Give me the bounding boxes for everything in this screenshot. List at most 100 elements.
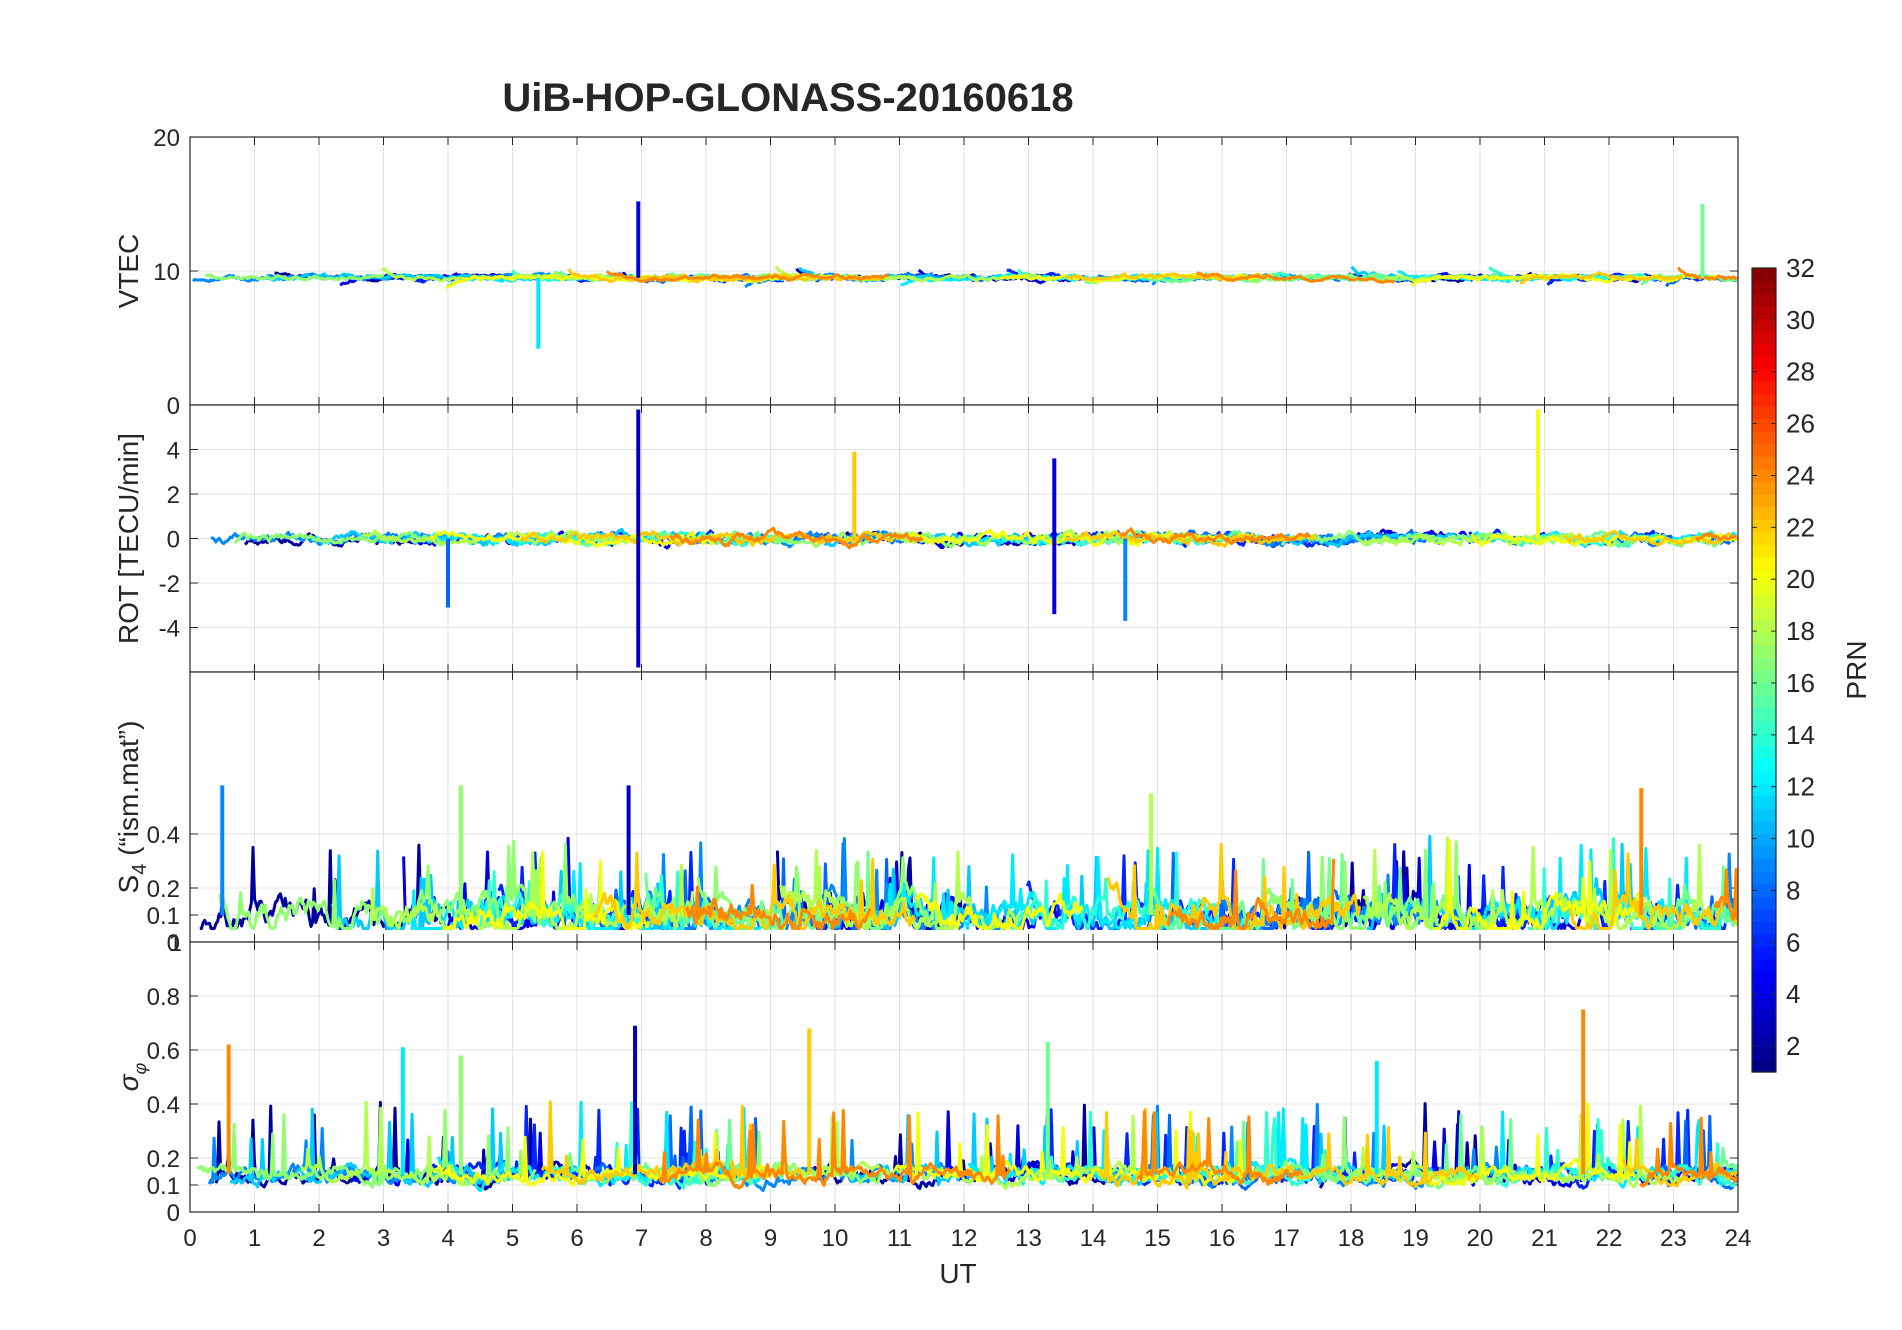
colorbar-segment [1752,908,1776,922]
colorbar-segment [1752,343,1776,357]
x-tick-label: 0 [183,1225,196,1252]
colorbar-frame [1751,267,1777,1073]
series-group [191,201,1738,349]
colorbar-tick-label: 10 [1786,824,1815,854]
series-group [199,785,1738,930]
series-line-prn-18 [300,1100,465,1187]
colorbar-segment [1752,707,1776,721]
colorbar-segment [1752,871,1776,885]
series-line-prn-20 [1428,1102,1636,1188]
colorbar-segment [1752,783,1776,797]
x-tick-label: 20 [1467,1225,1494,1252]
y-tick-label: 0.1 [147,903,180,930]
colorbar-segment [1752,431,1776,445]
colorbar-segment [1752,883,1776,897]
colorbar-segment [1752,607,1776,621]
series-line-prn-24 [1196,271,1395,284]
colorbar-segment [1752,443,1776,458]
colorbar-segment [1752,569,1776,583]
colorbar-segment [1752,745,1776,759]
x-tick-label: 8 [699,1225,712,1252]
series-line-prn-22 [1563,529,1738,547]
series-group [210,409,1738,668]
y-tick-label: 0 [167,393,180,420]
colorbar-segment [1752,1046,1776,1061]
colorbar-segment [1752,582,1776,596]
y-tick-label: 0.1 [147,1173,180,1200]
series-line-prn-18 [369,851,695,930]
x-tick-label: 7 [635,1225,648,1252]
series-line-prn-17 [204,273,385,282]
colorbar-tick-label: 26 [1786,409,1815,439]
colorbar-segment [1752,268,1776,282]
figure-title: UiB-HOP-GLONASS-20160618 [502,76,1073,120]
colorbar-tick-label: 14 [1786,720,1815,750]
series-line-prn-22 [1519,271,1683,285]
series-line-prn-18 [779,849,1020,930]
x-tick-label: 1 [248,1225,261,1252]
colorbar-segment [1752,280,1776,294]
colorbar-segment [1752,330,1776,344]
colorbar-segment [1752,456,1776,470]
y-tick-label: 0 [167,1200,180,1227]
colorbar-tick-label: 30 [1786,305,1815,335]
colorbar-segment [1752,293,1776,307]
y-tick-label: 0.4 [147,1092,180,1119]
colorbar-segment [1752,1009,1776,1023]
y-tick-label: 2 [167,482,180,509]
series-line-prn-11 [229,1107,515,1189]
colorbar-tick-label: 6 [1786,927,1800,957]
colorbar-segment [1752,355,1776,370]
x-tick-label: 24 [1725,1225,1752,1252]
colorbar-segment [1752,506,1776,520]
y-tick-label: 10 [153,259,180,286]
series-line-prn-22 [1621,1137,1738,1188]
x-tick-label: 21 [1531,1225,1558,1252]
colorbar-segment [1752,933,1776,947]
y-tick-label: 0 [167,930,180,957]
colorbar-tick-label: 24 [1786,460,1815,490]
series-line-prn-22 [1064,531,1318,548]
colorbar-segment [1752,481,1776,495]
series-line-prn-20 [428,529,715,549]
y-tick-label: 1 [169,930,182,957]
series-line-prn-22 [540,1100,806,1186]
series-line-prn-20 [914,892,1084,930]
colorbar-segment [1752,996,1776,1010]
series-line-prn-24 [1694,532,1737,542]
x-tick-label: 14 [1080,1225,1107,1252]
colorbar-segment [1752,318,1776,332]
series-line-prn-24 [605,270,890,283]
colorbar-segment [1752,519,1776,533]
colorbar-segment [1752,418,1776,432]
x-tick-label: 11 [887,1225,912,1252]
series-line-prn-20 [1433,839,1646,930]
series-line-prn-11 [263,272,509,282]
series-line-prn-22 [592,851,917,930]
panel-s4: 0.10.2 0.4 01 S4 (“ism.mat”) [113,671,1739,957]
colorbar-tick-label: 16 [1786,668,1815,698]
colorbar-segment [1752,531,1776,545]
colorbar-tick-label: 18 [1786,616,1815,646]
y-tick-label: 0.8 [147,984,180,1011]
x-tick-label: 12 [951,1225,978,1252]
colorbar-segment [1752,946,1776,960]
x-tick-label: 23 [1660,1225,1687,1252]
series-line-prn-24 [1639,1116,1738,1188]
colorbar-segment [1752,833,1776,847]
panel-rot: -4 -2 0 2 4 0 ROT [TECU/min] [113,393,1739,673]
colorbar-segment [1752,393,1776,407]
series-line-prn-20 [894,1110,1244,1187]
colorbar-label: PRN [1841,640,1872,699]
colorbar-tick-label: 32 [1786,253,1815,283]
colorbar-segment [1752,732,1776,746]
x-tick-label: 5 [506,1225,519,1252]
colorbar-segment [1752,896,1776,910]
colorbar-segment [1752,381,1776,395]
colorbar-tick-label: 4 [1786,979,1800,1009]
colorbar-segment [1752,921,1776,935]
panel-vtec: 10 20 VTEC [113,125,1739,406]
